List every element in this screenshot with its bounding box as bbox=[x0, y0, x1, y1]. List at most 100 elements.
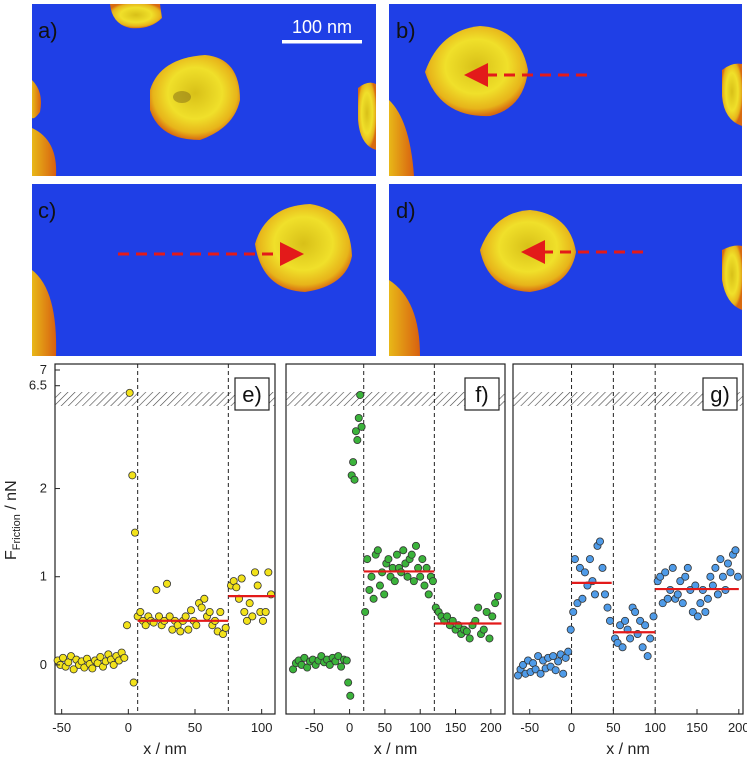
data-point bbox=[181, 612, 190, 621]
data-point bbox=[559, 669, 568, 678]
data-point bbox=[416, 572, 425, 581]
afm-image-a: a) 100 nm bbox=[32, 4, 376, 176]
x-tick-label: 100 bbox=[251, 720, 273, 735]
data-point bbox=[474, 603, 483, 612]
data-point bbox=[367, 572, 376, 581]
y-tick-label: 7 bbox=[40, 362, 47, 377]
data-point bbox=[536, 669, 545, 678]
data-point bbox=[253, 581, 262, 590]
data-point bbox=[716, 555, 725, 564]
data-point bbox=[240, 608, 249, 617]
data-point bbox=[344, 678, 353, 687]
data-point bbox=[390, 577, 399, 586]
data-point bbox=[693, 612, 702, 621]
x-tick-label: -50 bbox=[52, 720, 71, 735]
image-label-b: b) bbox=[396, 18, 416, 43]
data-point bbox=[575, 563, 584, 572]
data-point bbox=[261, 608, 270, 617]
data-point bbox=[465, 634, 474, 643]
data-point bbox=[678, 599, 687, 608]
y-tick-label: 6.5 bbox=[29, 378, 47, 393]
y-tick-label: 1 bbox=[40, 569, 47, 584]
data-point bbox=[221, 623, 230, 632]
x-tick-label: 50 bbox=[378, 720, 392, 735]
scalebar bbox=[282, 40, 362, 44]
data-point bbox=[59, 653, 68, 662]
data-point bbox=[613, 638, 622, 647]
data-point bbox=[200, 594, 209, 603]
x-tick-label: 150 bbox=[686, 720, 708, 735]
data-point bbox=[570, 555, 579, 564]
data-point bbox=[373, 546, 382, 555]
x-tick-label: 100 bbox=[409, 720, 431, 735]
data-point bbox=[549, 652, 558, 661]
y-tick-label: 0 bbox=[40, 657, 47, 672]
data-point bbox=[120, 653, 129, 662]
data-point bbox=[96, 652, 105, 661]
chart-panel-f: -50 0 50 100 150 200 x / nm f) bbox=[285, 363, 506, 758]
data-point bbox=[351, 427, 360, 436]
data-point bbox=[300, 653, 309, 662]
data-point bbox=[88, 664, 97, 673]
data-point bbox=[616, 621, 625, 630]
data-point bbox=[534, 652, 543, 661]
data-point bbox=[519, 660, 528, 669]
axis-break bbox=[513, 392, 743, 406]
data-point bbox=[205, 608, 214, 617]
data-point bbox=[168, 625, 177, 634]
data-point bbox=[668, 563, 677, 572]
data-point bbox=[531, 665, 540, 674]
data-point bbox=[643, 652, 652, 661]
data-point bbox=[357, 422, 366, 431]
data-point bbox=[573, 599, 582, 608]
x-tick-label: 0 bbox=[568, 720, 575, 735]
data-point bbox=[636, 616, 645, 625]
data-point bbox=[443, 612, 452, 621]
data-point bbox=[731, 546, 740, 555]
afm-image-d: d) bbox=[389, 184, 742, 356]
data-point bbox=[649, 612, 658, 621]
data-point bbox=[248, 612, 257, 621]
data-point bbox=[403, 572, 412, 581]
data-point bbox=[365, 585, 374, 594]
panel-label: e) bbox=[242, 382, 262, 407]
data-point bbox=[631, 608, 640, 617]
x-tick-label: 0 bbox=[346, 720, 353, 735]
data-point bbox=[706, 572, 715, 581]
data-point bbox=[176, 627, 185, 636]
data-point bbox=[250, 568, 259, 577]
image-label-a: a) bbox=[38, 18, 58, 43]
data-point bbox=[232, 583, 241, 592]
panel-label: g) bbox=[710, 382, 730, 407]
data-point bbox=[673, 590, 682, 599]
data-point bbox=[554, 657, 563, 666]
x-tick-label: 50 bbox=[606, 720, 620, 735]
data-point bbox=[701, 608, 710, 617]
data-point bbox=[482, 608, 491, 617]
chart-panel-e: -50 0 50 100 x / nm 0 1 2 6.57 e) bbox=[29, 362, 276, 758]
data-point bbox=[603, 603, 612, 612]
data-point bbox=[656, 572, 665, 581]
x-tick-label: 150 bbox=[445, 720, 467, 735]
data-point bbox=[580, 568, 589, 577]
data-point bbox=[641, 621, 650, 630]
afm-image-c: c) bbox=[32, 184, 376, 356]
data-point bbox=[493, 592, 502, 601]
data-point bbox=[128, 471, 137, 480]
data-point bbox=[123, 621, 132, 630]
data-point bbox=[711, 563, 720, 572]
image-label-d: d) bbox=[396, 198, 416, 223]
data-point bbox=[601, 590, 610, 599]
data-point bbox=[350, 475, 359, 484]
data-point bbox=[399, 546, 408, 555]
x-tick-label: -50 bbox=[520, 720, 539, 735]
data-point bbox=[564, 647, 573, 656]
data-point bbox=[595, 537, 604, 546]
data-point bbox=[733, 572, 742, 581]
data-point bbox=[718, 572, 727, 581]
data-point bbox=[192, 621, 201, 630]
data-point bbox=[681, 572, 690, 581]
image-label-c: c) bbox=[38, 198, 56, 223]
data-point bbox=[130, 528, 139, 537]
